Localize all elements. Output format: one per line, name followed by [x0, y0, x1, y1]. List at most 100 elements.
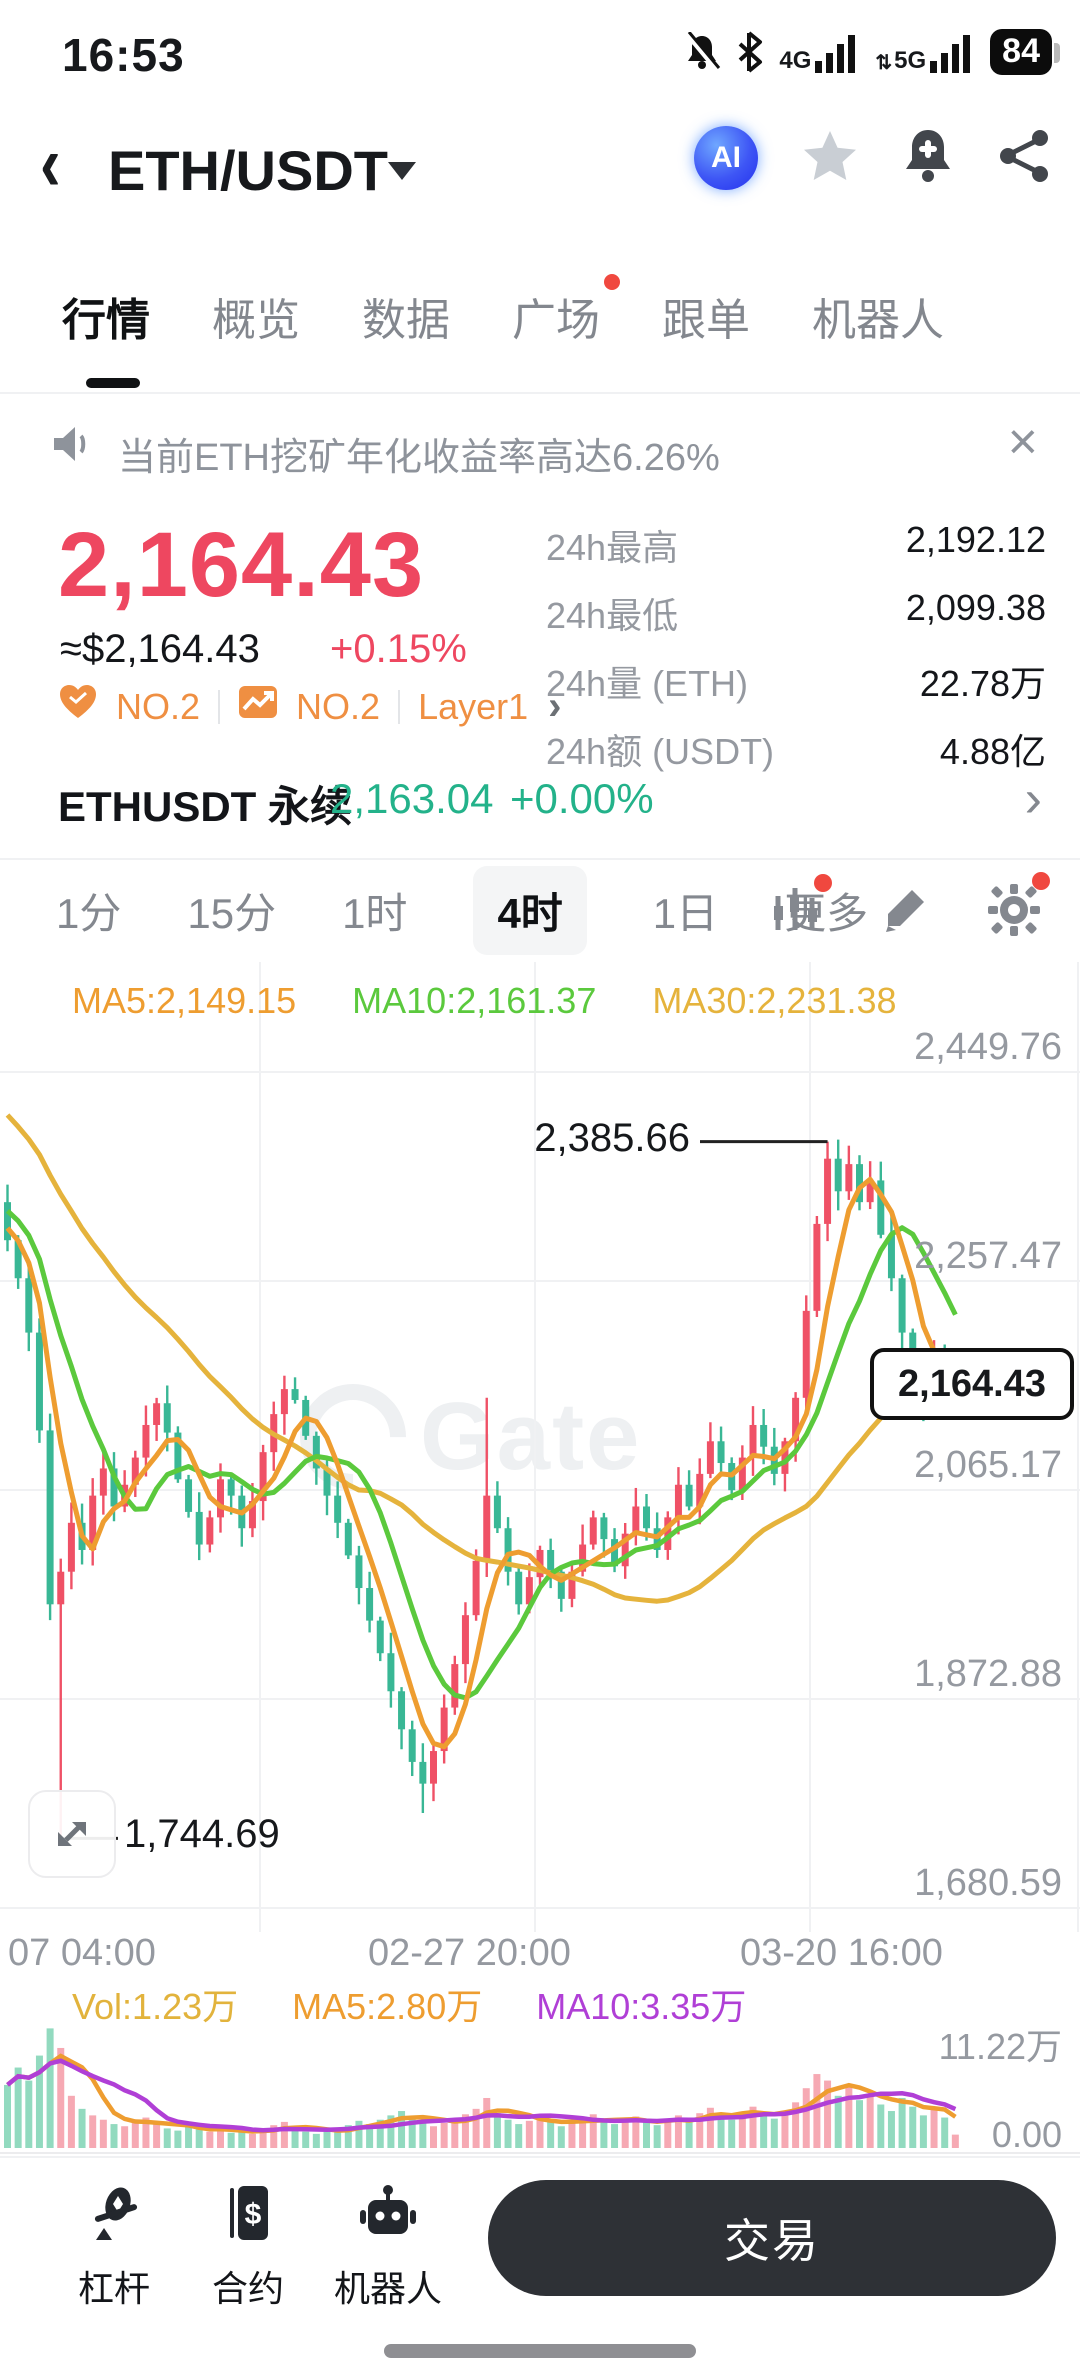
tf-4h[interactable]: 4时 [473, 865, 587, 955]
ma-legend: MA5:2,149.15 MA10:2,161.37 MA30:2,231.38 [72, 980, 897, 1022]
heart-rank-icon [58, 683, 98, 730]
share-icon[interactable] [998, 128, 1050, 189]
x-tick-2: 02-27 20:00 [368, 1932, 571, 1974]
perpetual-row[interactable]: ETHUSDT 永续 2,163.04 +0.00% › [0, 745, 1080, 860]
pair-dropdown-icon[interactable] [388, 162, 416, 180]
ma10-line [5, 1208, 958, 1701]
stat-value: 22.78万 [919, 663, 1046, 704]
vol-axis-min: 0.00 [991, 2114, 1062, 2155]
vol-ma10-line [6, 2058, 957, 2133]
price-section: 2,164.43 ≈$2,164.43 +0.15% NO.2 NO.2 Lay… [0, 505, 1080, 772]
nav-tabs: 行情 概览 数据 广场 跟单 机器人 [0, 250, 1080, 394]
status-bar: 16:53 4G ⇅ 5G 84 [0, 0, 1080, 100]
indicator-settings-icon[interactable] [770, 874, 832, 934]
chart-rank-icon [238, 683, 278, 730]
favorite-star-icon[interactable] [802, 129, 858, 188]
ma5-label: MA5:2,149.15 [72, 980, 297, 1021]
pair-title[interactable]: ETH/USDT [108, 139, 388, 202]
ma5-line [5, 1176, 958, 1750]
y-axis-label: 1,872.88 [914, 1653, 1062, 1695]
x-axis: 07 04:00 02-27 20:00 03-20 16:00 [0, 1932, 1080, 1978]
perpetual-name: ETHUSDT 永续 [58, 783, 353, 830]
tab-overview[interactable]: 概览 [212, 296, 300, 345]
badge-row[interactable]: NO.2 NO.2 Layer1 › [58, 683, 561, 730]
price-change-24h: +0.15% [330, 627, 467, 671]
chevron-right-icon: › [1024, 770, 1042, 828]
volume-pane[interactable]: 11.22万 0.00 [0, 2018, 1080, 2155]
ai-button[interactable]: AI [694, 126, 758, 190]
signal-4g-icon: 4G [779, 31, 859, 73]
y-axis-label: 1,680.59 [914, 1862, 1062, 1904]
signal-5g-icon: ⇅ 5G [875, 31, 974, 73]
home-indicator[interactable] [384, 2344, 696, 2358]
divider [218, 689, 221, 724]
tab-bots[interactable]: 机器人 [812, 296, 944, 345]
fiat-equivalent: ≈$2,164.43 [60, 627, 260, 671]
volume-legend: Vol:1.23万 MA5:2.80万 MA10:3.35万 [0, 1978, 1080, 2027]
vol-ma5-line [6, 2053, 957, 2134]
tf-1m[interactable]: 1分 [56, 889, 122, 937]
header: ‹ ETH/USDT AI [0, 100, 1080, 250]
candlestick-chart[interactable]: Gate MA5:2,149.15 MA10:2,161.37 MA30:2,2… [0, 962, 1080, 1932]
announcement-text: 当前ETH挖矿年化收益率高达6.26% [118, 437, 720, 479]
period-high-label: 2,385.66 [534, 1115, 690, 1160]
nav-bots[interactable]: 机器人 [318, 2184, 458, 2312]
active-tab-underline [86, 378, 140, 388]
tf-15m[interactable]: 15分 [187, 889, 277, 937]
announcement-bar[interactable]: 当前ETH挖矿年化收益率高达6.26% × [0, 392, 1080, 505]
tf-1h[interactable]: 1时 [342, 889, 408, 937]
stat-label: 24h额 (USDT) [546, 731, 775, 772]
vol-ma10-label: MA10:3.35万 [536, 1986, 747, 2027]
y-axis-label: 2,449.76 [914, 1026, 1062, 1068]
price-alert-icon[interactable] [902, 128, 954, 189]
stat-label: 24h量 (ETH) [546, 663, 749, 704]
perpetual-change: +0.00% [510, 775, 654, 822]
perpetual-price: 2,163.04 [330, 775, 494, 822]
mute-bell-icon [683, 32, 721, 72]
bluetooth-icon [737, 31, 763, 73]
bottom-action-bar: 杠杆 $ 合约 机器人 交易 [0, 2156, 1080, 2376]
stats-24h: 24h最高 2,192.12 24h最低 2,099.38 24h量 (ETH) 22… [546, 519, 1046, 791]
tab-data[interactable]: 数据 [362, 296, 450, 345]
notification-dot [1032, 872, 1050, 890]
clock: 16:53 [62, 29, 185, 81]
last-price: 2,164.43 [58, 514, 425, 616]
chevron-right-icon[interactable]: › [548, 684, 562, 728]
stat-value: 2,192.12 [905, 519, 1046, 560]
nav-bots-label: 机器人 [333, 2268, 442, 2309]
nav-margin[interactable]: 杠杆 [44, 2184, 184, 2312]
back-button[interactable]: ‹ [40, 121, 61, 208]
notification-dot [814, 874, 832, 892]
rank-badge-2: NO.2 [296, 685, 381, 727]
trade-button[interactable]: 交易 [488, 2180, 1056, 2296]
close-announcement-icon[interactable]: × [1007, 413, 1038, 471]
x-tick-3: 03-20 16:00 [740, 1932, 943, 1974]
nav-futures-label: 合约 [211, 2268, 284, 2309]
last-price-tag: 2,164.43 [870, 1348, 1074, 1421]
ma30-label: MA30:2,231.38 [652, 980, 897, 1021]
timeframe-bar: 1分 15分 1时 4时 1日 更多 [0, 858, 1080, 962]
tab-square[interactable]: 广场 [512, 274, 620, 348]
notification-dot [604, 274, 620, 290]
vol-axis-max: 11.22万 [938, 2026, 1062, 2067]
period-low-label: 1,744.69 [124, 1812, 280, 1857]
tab-copy-trading[interactable]: 跟单 [662, 296, 750, 345]
svg-text:$: $ [245, 2198, 262, 2231]
chart-settings-gear-icon[interactable] [988, 872, 1050, 936]
nav-margin-label: 杠杆 [77, 2268, 150, 2309]
vol-label: Vol:1.23万 [72, 1986, 239, 2027]
candles [4, 1139, 959, 1839]
stat-value: 4.88亿 [939, 731, 1046, 772]
draw-tool-icon[interactable] [880, 886, 930, 934]
ma30-line [5, 1113, 957, 1604]
tf-1d[interactable]: 1日 [652, 889, 719, 937]
vol-ma5-label: MA5:2.80万 [292, 1986, 483, 2027]
x-tick-1: 07 04:00 [8, 1932, 156, 1974]
nav-futures[interactable]: $ 合约 [178, 2184, 318, 2312]
tab-quotes[interactable]: 行情 [62, 296, 150, 345]
gate-watermark: Gate [278, 1362, 641, 1512]
rank-badge-1: NO.2 [116, 685, 201, 727]
stat-label: 24h最低 [546, 595, 679, 636]
fullscreen-expand-icon[interactable] [28, 1790, 116, 1878]
